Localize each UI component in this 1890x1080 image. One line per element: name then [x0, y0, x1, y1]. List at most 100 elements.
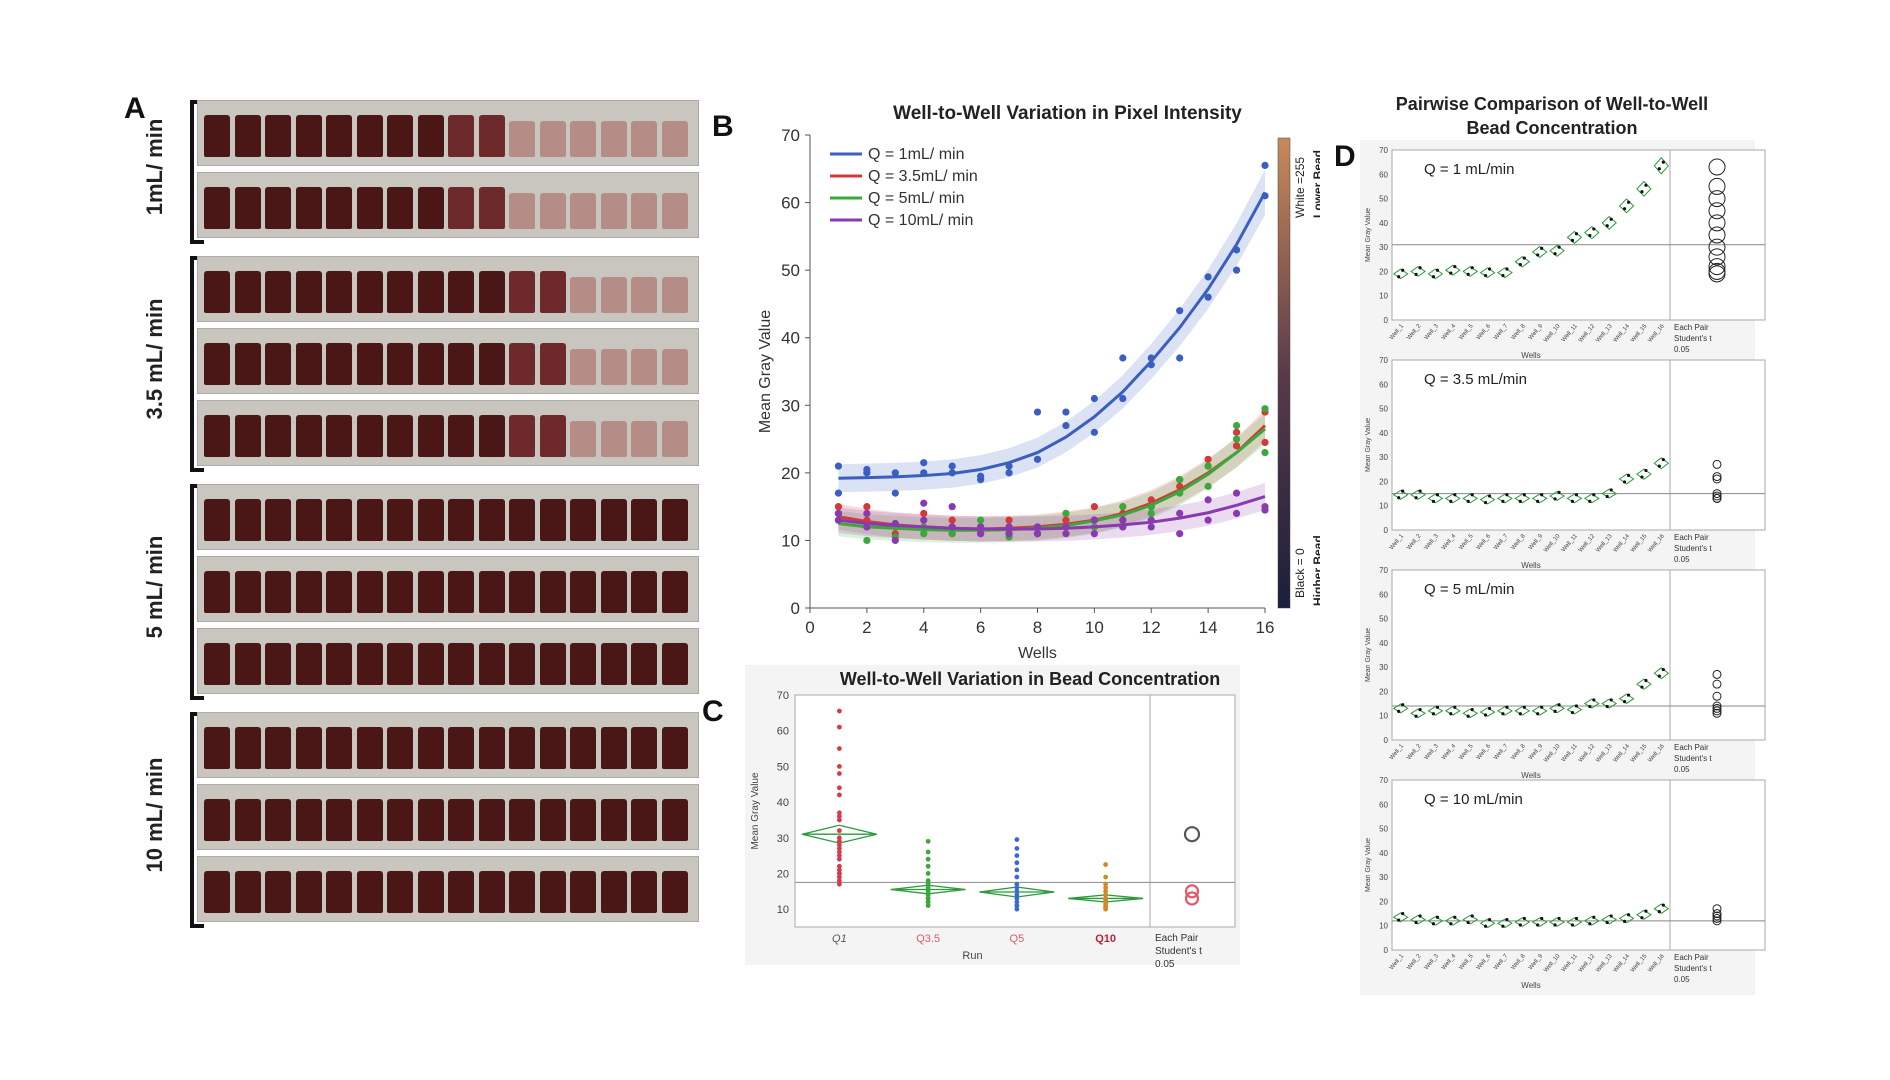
well-sample	[600, 421, 627, 457]
chart-title: Well-to-Well Variation in Pixel Intensit…	[893, 103, 1242, 124]
data-point	[1401, 703, 1405, 707]
well-sample	[234, 727, 261, 769]
x-tick-label: Q5	[1010, 933, 1025, 945]
well-sample	[600, 349, 627, 385]
data-point	[1540, 246, 1544, 250]
data-point	[1540, 493, 1544, 497]
well-sample	[509, 499, 535, 541]
well-sample	[570, 571, 596, 613]
data-point	[1501, 924, 1505, 928]
well-sample	[356, 799, 383, 841]
comparison-circle	[1712, 916, 1722, 926]
data-point	[1014, 867, 1020, 873]
well-sample	[204, 799, 230, 841]
y-axis-label: Mean Gray Value	[750, 772, 761, 850]
data-point	[1470, 493, 1474, 497]
x-tick-label: Well_14	[1613, 743, 1632, 764]
well-sample	[326, 499, 352, 541]
x-tick-label: Well_3	[1424, 953, 1441, 971]
well-strip-photo	[197, 856, 699, 922]
data-point	[1033, 530, 1042, 538]
well-sample	[326, 799, 352, 841]
well-strip-photo	[197, 484, 699, 550]
well-sample	[204, 415, 230, 457]
x-tick-label: Well_6	[1476, 323, 1493, 341]
y-tick-label: 40	[781, 329, 800, 348]
subplot-label: Q = 3.5 mL/min	[1424, 371, 1527, 388]
panel-label-b: B	[712, 110, 734, 143]
well-sample	[234, 799, 261, 841]
data-point	[1483, 273, 1488, 278]
comparison-circle	[1712, 491, 1722, 501]
data-point	[1176, 476, 1184, 484]
x-tick-label: Well_9	[1528, 323, 1545, 341]
well-sample	[509, 343, 535, 385]
well-sample	[539, 727, 566, 769]
data-point	[1103, 888, 1109, 894]
comparison-circle	[1184, 891, 1200, 906]
well-sample	[570, 799, 596, 841]
well-sample	[661, 349, 688, 385]
comparison-circle	[1712, 701, 1722, 711]
y-tick-label: 60	[1379, 590, 1388, 599]
well-sample	[600, 643, 627, 685]
well-sample	[356, 571, 383, 613]
y-tick-label: 70	[1379, 146, 1388, 155]
data-point	[1449, 922, 1453, 926]
data-point	[1518, 923, 1522, 927]
y-tick-label: 70	[1379, 566, 1388, 575]
x-tick-label: Well_8	[1511, 533, 1528, 551]
well-sample	[539, 271, 566, 313]
well-sample	[509, 571, 535, 613]
data-point	[1103, 881, 1109, 887]
panel-label-a: A	[124, 92, 146, 125]
y-axis-label: Mean Gray Value	[1365, 838, 1372, 892]
data-point	[1470, 914, 1474, 918]
well-strip-photo	[197, 172, 699, 238]
well-sample	[509, 871, 535, 913]
well-sample	[326, 343, 352, 385]
x-tick-label: Well_6	[1476, 533, 1493, 551]
data-point	[836, 763, 842, 769]
data-point	[1453, 493, 1457, 497]
y-tick-label: 10	[1379, 922, 1388, 931]
data-point	[1261, 448, 1269, 457]
well-strip-photo	[197, 556, 699, 622]
x-tick-label: 14	[1199, 618, 1218, 637]
y-tick-label: 20	[781, 464, 800, 483]
data-point	[1147, 523, 1155, 531]
data-point	[1090, 428, 1098, 436]
data-point	[1605, 920, 1609, 925]
x-tick-label: Well_10	[1543, 743, 1562, 764]
x-tick-label: Well_11	[1561, 533, 1580, 554]
x-tick-label: Well_7	[1493, 743, 1510, 761]
well-sample	[539, 499, 566, 541]
x-tick-label: Well_7	[1493, 323, 1510, 341]
data-point	[1487, 706, 1492, 711]
well-sample	[295, 871, 322, 913]
well-sample	[478, 799, 505, 841]
well-sample	[356, 415, 383, 457]
x-tick-label: Well_15	[1630, 533, 1649, 554]
data-point	[1553, 709, 1557, 713]
y-tick-label: 70	[1379, 356, 1388, 365]
well-sample	[265, 115, 291, 157]
data-point	[1487, 918, 1492, 922]
well-sample	[509, 727, 535, 769]
data-point	[925, 849, 931, 855]
data-point	[1204, 455, 1212, 463]
well-sample	[509, 271, 535, 313]
x-tick-label: Well_9	[1528, 953, 1545, 971]
legend-label: Q = 3.5mL/ min	[868, 168, 978, 185]
well-sample	[448, 271, 474, 313]
data-point	[1540, 916, 1544, 921]
data-point	[1014, 837, 1020, 842]
x-tick-label: Well_6	[1476, 743, 1493, 761]
data-point	[1557, 490, 1561, 494]
data-point	[925, 871, 931, 876]
well-sample	[539, 121, 566, 157]
data-point	[1176, 530, 1184, 538]
data-point	[1505, 493, 1509, 497]
well-sample	[600, 277, 627, 313]
well-sample	[417, 727, 444, 769]
